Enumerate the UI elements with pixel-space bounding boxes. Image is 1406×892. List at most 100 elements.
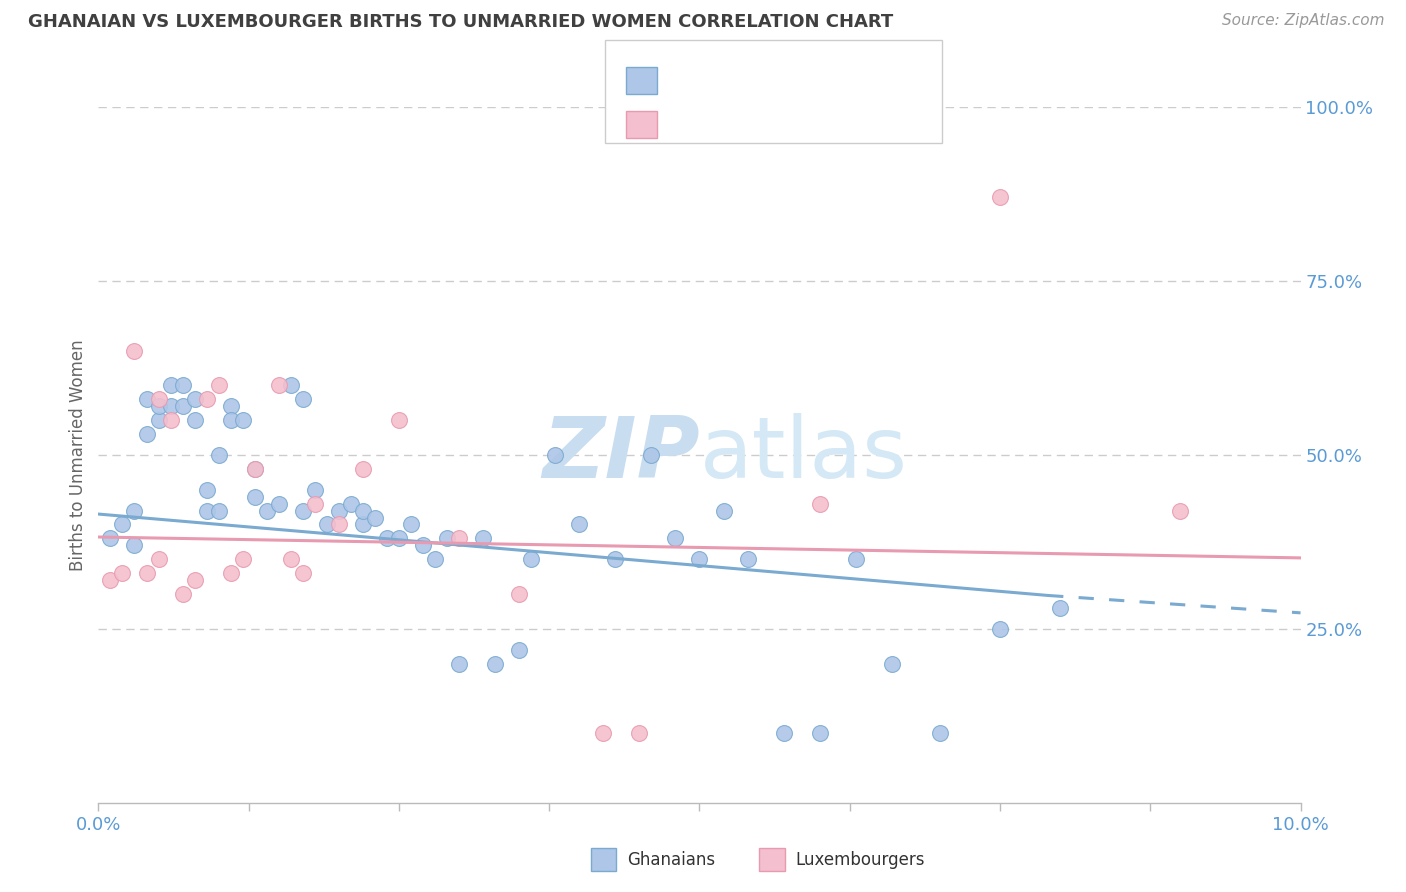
Text: R =: R = [668, 71, 704, 89]
Point [124, 343, 146, 358]
Point [880, 657, 903, 671]
Point [388, 413, 411, 427]
Point [111, 566, 134, 581]
Point [148, 552, 170, 566]
Point [375, 532, 398, 546]
Point [689, 552, 711, 566]
Point [183, 392, 205, 407]
Point [1049, 601, 1071, 615]
Point [256, 503, 278, 517]
Point [328, 517, 350, 532]
Point [159, 413, 181, 427]
Point [219, 413, 242, 427]
Text: R =: R = [668, 115, 704, 133]
Text: -0.216: -0.216 [707, 71, 766, 89]
Point [364, 510, 387, 524]
Point [291, 566, 314, 581]
Point [412, 538, 434, 552]
Text: N =: N = [794, 115, 831, 133]
Point [148, 399, 170, 413]
Point [640, 448, 662, 462]
Point [208, 448, 231, 462]
Point [195, 392, 218, 407]
Point [100, 532, 122, 546]
Text: N =: N = [794, 71, 831, 89]
Point [232, 552, 254, 566]
Point [447, 532, 470, 546]
Text: ZIP: ZIP [541, 413, 700, 497]
Point [568, 517, 591, 532]
Point [737, 552, 759, 566]
Text: -0.104: -0.104 [707, 115, 766, 133]
Point [845, 552, 868, 566]
Point [544, 448, 567, 462]
Point [508, 642, 530, 657]
Text: 61: 61 [832, 71, 855, 89]
Point [399, 517, 422, 532]
Point [291, 392, 314, 407]
Point [352, 462, 374, 476]
Point [592, 726, 614, 740]
Point [243, 462, 266, 476]
Point [195, 483, 218, 497]
Text: Ghanaians: Ghanaians [627, 851, 716, 869]
Point [605, 552, 627, 566]
Point [195, 503, 218, 517]
Point [172, 378, 194, 392]
Point [124, 503, 146, 517]
Point [135, 392, 157, 407]
Point [111, 517, 134, 532]
Point [988, 622, 1011, 636]
Point [135, 566, 157, 581]
Point [219, 399, 242, 413]
Point [628, 726, 651, 740]
Text: GHANAIAN VS LUXEMBOURGER BIRTHS TO UNMARRIED WOMEN CORRELATION CHART: GHANAIAN VS LUXEMBOURGER BIRTHS TO UNMAR… [28, 13, 893, 31]
Point [772, 726, 794, 740]
Point [436, 532, 458, 546]
Point [159, 378, 181, 392]
Point [447, 657, 470, 671]
Text: 28: 28 [832, 115, 855, 133]
Point [148, 413, 170, 427]
Point [340, 497, 363, 511]
Point [808, 497, 831, 511]
Point [328, 503, 350, 517]
Point [280, 552, 302, 566]
Point [988, 190, 1011, 204]
Point [352, 517, 374, 532]
Point [159, 399, 181, 413]
Point [291, 503, 314, 517]
Point [664, 532, 686, 546]
Point [929, 726, 952, 740]
Point [172, 399, 194, 413]
Point [172, 587, 194, 601]
Text: Source: ZipAtlas.com: Source: ZipAtlas.com [1222, 13, 1385, 29]
Point [520, 552, 543, 566]
Point [352, 503, 374, 517]
Point [243, 490, 266, 504]
Point [508, 587, 530, 601]
Point [280, 378, 302, 392]
Point [423, 552, 446, 566]
Point [484, 657, 506, 671]
Point [388, 532, 411, 546]
Point [208, 503, 231, 517]
Point [232, 413, 254, 427]
Point [472, 532, 495, 546]
Point [304, 483, 326, 497]
Point [713, 503, 735, 517]
Y-axis label: Births to Unmarried Women: Births to Unmarried Women [69, 339, 87, 571]
Point [267, 497, 290, 511]
Point [219, 566, 242, 581]
Point [183, 413, 205, 427]
Point [208, 378, 231, 392]
Point [100, 573, 122, 587]
Text: atlas: atlas [700, 413, 907, 497]
Point [148, 392, 170, 407]
Point [304, 497, 326, 511]
Point [1170, 503, 1192, 517]
Text: Luxembourgers: Luxembourgers [796, 851, 925, 869]
Point [183, 573, 205, 587]
Point [808, 726, 831, 740]
Point [135, 427, 157, 442]
